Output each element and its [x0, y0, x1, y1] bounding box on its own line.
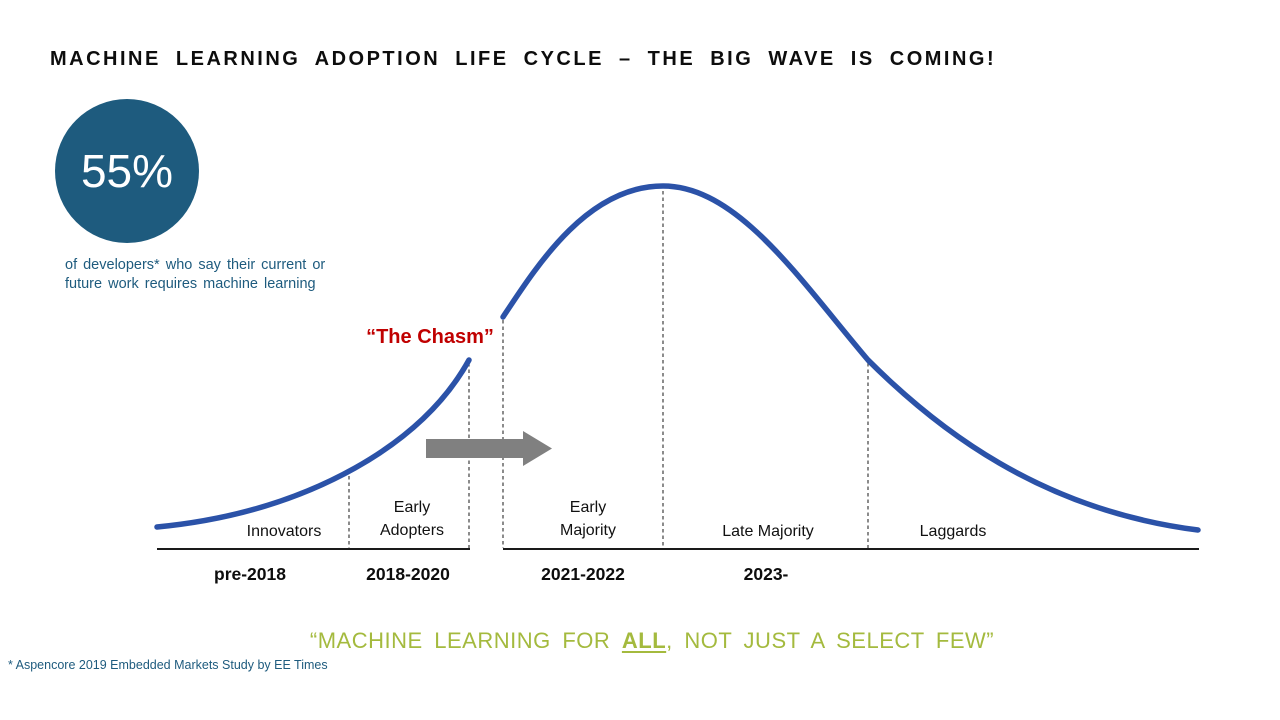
- adoption-curve-right-segment: [500, 183, 1201, 533]
- chasm-crossing-arrow-icon: [426, 431, 552, 466]
- period-label-2021-2022: 2021-2022: [541, 564, 625, 584]
- stat-value: 55%: [80, 145, 174, 197]
- quote-prefix: “MACHINE LEARNING FOR: [309, 628, 622, 653]
- stat-description: of developers* who say their current or …: [65, 257, 326, 292]
- stage-label-early-adopters: Early Adopters: [379, 499, 445, 539]
- stat-circle: 55%: [55, 99, 199, 243]
- stage-label-innovators: Innovators: [246, 523, 322, 540]
- stage-label-early-majority: Early Majority: [559, 499, 617, 539]
- chasm-label: “The Chasm”: [366, 326, 494, 348]
- stage-label-laggards: Laggards: [919, 523, 987, 540]
- source-footnote: * Aspencore 2019 Embedded Markets Study …: [8, 658, 328, 672]
- adoption-curve-left-segment: [154, 357, 472, 530]
- quote-suffix: , NOT JUST A SELECT FEW”: [666, 628, 995, 653]
- period-label-2018-2020: 2018-2020: [366, 564, 450, 584]
- bottom-quote: “MACHINE LEARNING FOR ALL, NOT JUST A SE…: [310, 628, 994, 654]
- period-label-2023: 2023-: [743, 564, 789, 584]
- stage-label-late-majority: Late Majority: [722, 523, 814, 540]
- quote-emphasis: ALL: [621, 628, 667, 653]
- period-label-pre-2018: pre-2018: [214, 564, 286, 584]
- slide-title: MACHINE LEARNING ADOPTION LIFE CYCLE – T…: [50, 48, 997, 70]
